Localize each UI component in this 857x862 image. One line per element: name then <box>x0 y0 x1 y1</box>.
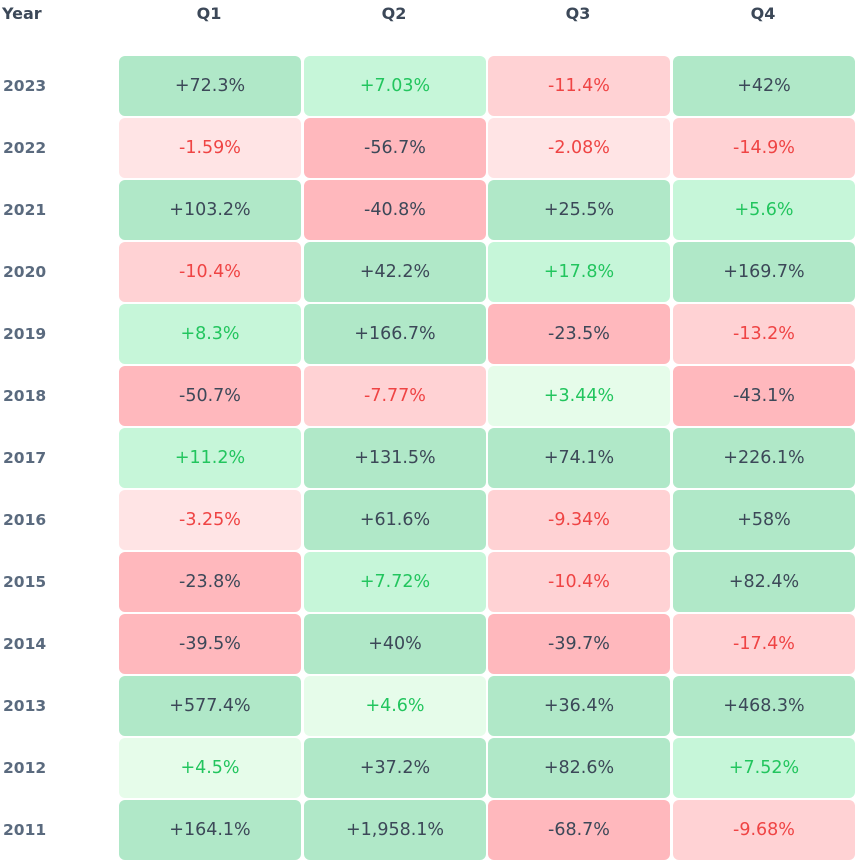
heatmap-cell: +577.4% <box>119 676 301 736</box>
heatmap-cell: -23.5% <box>488 304 670 364</box>
year-label: 2018 <box>3 387 47 405</box>
heatmap-cell: +8.3% <box>119 304 301 364</box>
year-label: 2012 <box>3 759 47 777</box>
heatmap-cell: +74.1% <box>488 428 670 488</box>
table-row: 2016 -3.25% +61.6% -9.34% +58% <box>0 490 857 552</box>
heatmap-cell: -17.4% <box>673 614 855 674</box>
heatmap-cell: +164.1% <box>119 800 301 860</box>
heatmap-cell: -9.34% <box>488 490 670 550</box>
heatmap-cell: +7.03% <box>304 56 486 116</box>
year-label: 2019 <box>3 325 47 343</box>
table-row: 2017 +11.2% +131.5% +74.1% +226.1% <box>0 428 857 490</box>
column-header-q4: Q4 <box>750 4 776 23</box>
heatmap-cell: +58% <box>673 490 855 550</box>
heatmap-cell: +82.6% <box>488 738 670 798</box>
heatmap-cell: +4.5% <box>119 738 301 798</box>
heatmap-cell: +5.6% <box>673 180 855 240</box>
year-label: 2016 <box>3 511 47 529</box>
heatmap-cell: +3.44% <box>488 366 670 426</box>
heatmap-cell: +1,958.1% <box>304 800 486 860</box>
heatmap-grid: 2023 +72.3% +7.03% -11.4% +42% 2022 -1.59% -56.… <box>0 56 857 862</box>
heatmap-cell: -10.4% <box>119 242 301 302</box>
heatmap-cell: +17.8% <box>488 242 670 302</box>
table-row: 2013 +577.4% +4.6% +36.4% +468.3% <box>0 676 857 738</box>
heatmap-cell: -2.08% <box>488 118 670 178</box>
year-label: 2014 <box>3 635 47 653</box>
heatmap-cell: -3.25% <box>119 490 301 550</box>
year-label: 2015 <box>3 573 47 591</box>
heatmap-cell: +40% <box>304 614 486 674</box>
heatmap-cell: -9.68% <box>673 800 855 860</box>
header-row: Year Q1 Q2 Q3 Q4 <box>0 0 857 30</box>
heatmap-cell: +25.5% <box>488 180 670 240</box>
heatmap-cell: -10.4% <box>488 552 670 612</box>
table-row: 2022 -1.59% -56.7% -2.08% -14.9% <box>0 118 857 180</box>
year-label: 2013 <box>3 697 47 715</box>
heatmap-cell: -23.8% <box>119 552 301 612</box>
heatmap-cell: +37.2% <box>304 738 486 798</box>
year-label: 2020 <box>3 263 47 281</box>
year-label: 2021 <box>3 201 47 219</box>
year-label: 2023 <box>3 77 47 95</box>
heatmap-cell: +226.1% <box>673 428 855 488</box>
heatmap-cell: -50.7% <box>119 366 301 426</box>
heatmap-cell: +42% <box>673 56 855 116</box>
table-row: 2014 -39.5% +40% -39.7% -17.4% <box>0 614 857 676</box>
heatmap-cell: +131.5% <box>304 428 486 488</box>
heatmap-cell: +7.52% <box>673 738 855 798</box>
heatmap-cell: +169.7% <box>673 242 855 302</box>
table-row: 2019 +8.3% +166.7% -23.5% -13.2% <box>0 304 857 366</box>
heatmap-cell: +7.72% <box>304 552 486 612</box>
column-header-q2: Q2 <box>381 4 407 23</box>
heatmap-cell: -56.7% <box>304 118 486 178</box>
heatmap-cell: +103.2% <box>119 180 301 240</box>
year-column-header: Year <box>2 4 42 23</box>
table-row: 2011 +164.1% +1,958.1% -68.7% -9.68% <box>0 800 857 862</box>
table-row: 2021 +103.2% -40.8% +25.5% +5.6% <box>0 180 857 242</box>
year-label: 2022 <box>3 139 47 157</box>
table-row: 2023 +72.3% +7.03% -11.4% +42% <box>0 56 857 118</box>
table-row: 2020 -10.4% +42.2% +17.8% +169.7% <box>0 242 857 304</box>
column-header-q1: Q1 <box>196 4 222 23</box>
heatmap-cell: +36.4% <box>488 676 670 736</box>
year-label: 2011 <box>3 821 47 839</box>
heatmap-cell: -39.5% <box>119 614 301 674</box>
heatmap-cell: +82.4% <box>673 552 855 612</box>
heatmap-cell: -1.59% <box>119 118 301 178</box>
heatmap-cell: +61.6% <box>304 490 486 550</box>
year-label: 2017 <box>3 449 47 467</box>
heatmap-cell: +166.7% <box>304 304 486 364</box>
heatmap-cell: +72.3% <box>119 56 301 116</box>
heatmap-cell: +4.6% <box>304 676 486 736</box>
heatmap-cell: -43.1% <box>673 366 855 426</box>
table-row: 2018 -50.7% -7.77% +3.44% -43.1% <box>0 366 857 428</box>
heatmap-cell: -68.7% <box>488 800 670 860</box>
heatmap-cell: -11.4% <box>488 56 670 116</box>
heatmap-cell: -13.2% <box>673 304 855 364</box>
heatmap-cell: -7.77% <box>304 366 486 426</box>
heatmap-cell: +42.2% <box>304 242 486 302</box>
heatmap-cell: +468.3% <box>673 676 855 736</box>
heatmap-cell: +11.2% <box>119 428 301 488</box>
heatmap-cell: -40.8% <box>304 180 486 240</box>
heatmap-cell: -14.9% <box>673 118 855 178</box>
column-header-q3: Q3 <box>565 4 591 23</box>
table-row: 2015 -23.8% +7.72% -10.4% +82.4% <box>0 552 857 614</box>
heatmap-cell: -39.7% <box>488 614 670 674</box>
table-row: 2012 +4.5% +37.2% +82.6% +7.52% <box>0 738 857 800</box>
